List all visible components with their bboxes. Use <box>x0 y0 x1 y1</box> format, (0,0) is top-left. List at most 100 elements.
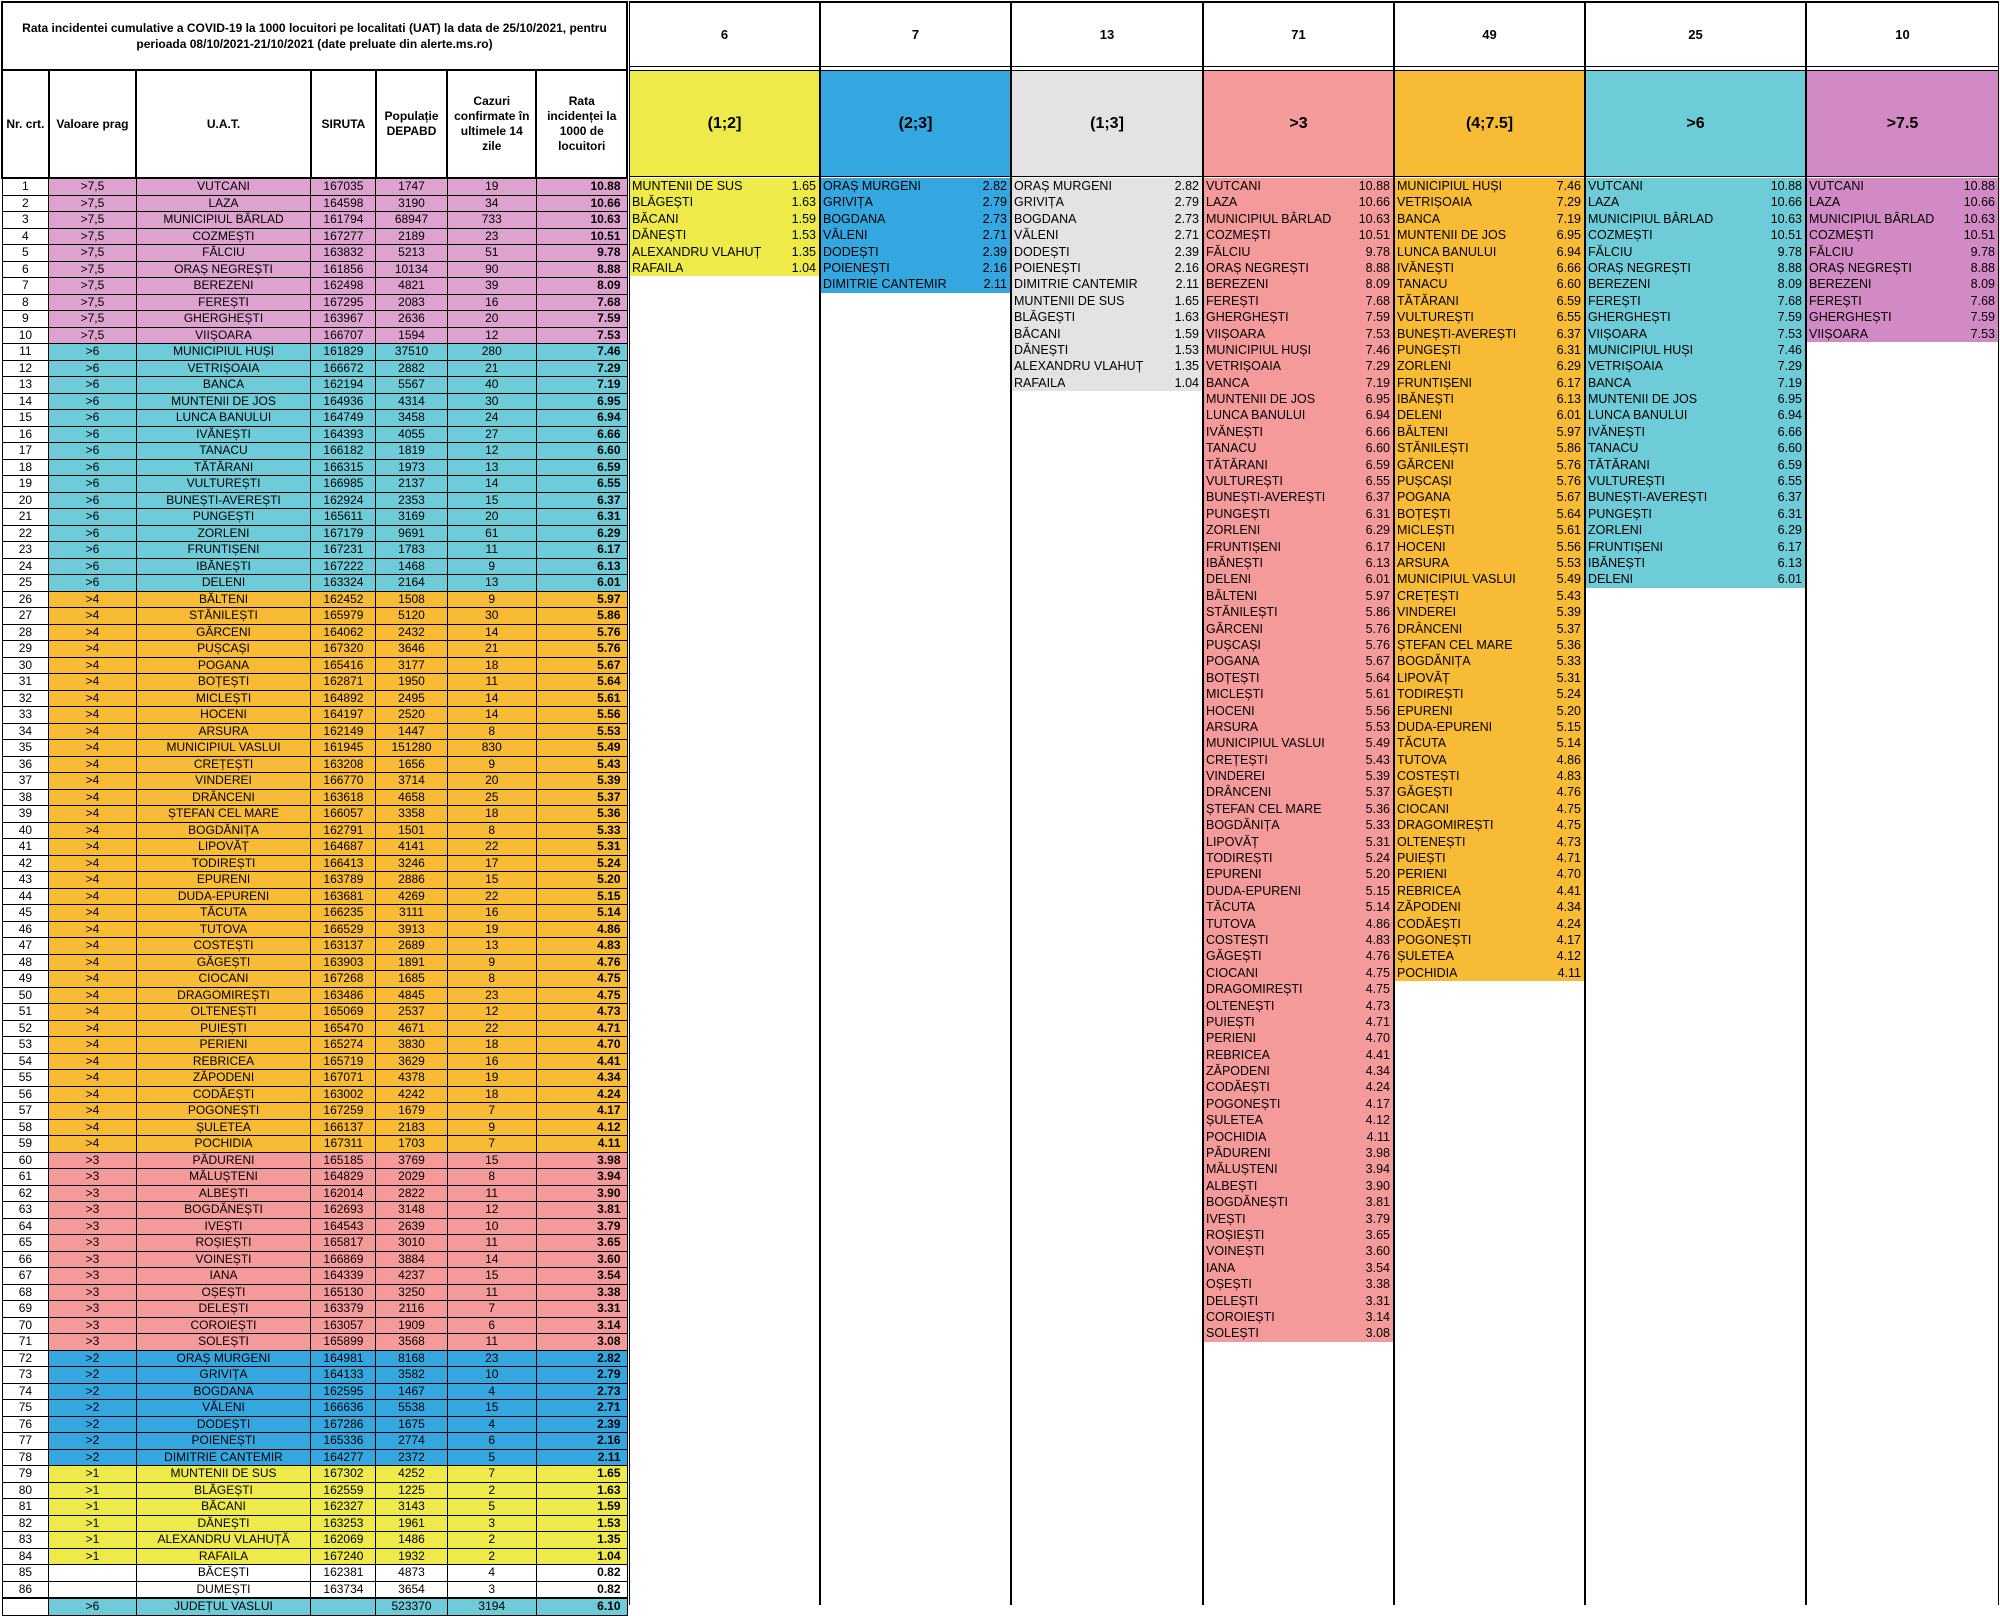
row-threshold: >4 <box>48 772 137 790</box>
list-item-rate: 4.86 <box>1556 752 1581 767</box>
row-cases: 18 <box>446 656 537 674</box>
list-item: BANCA 7.19 <box>1586 375 1805 391</box>
row-rate: 1.65 <box>535 1465 628 1483</box>
row-siruta: 167302 <box>310 1465 377 1483</box>
row-cases: 9 <box>446 953 537 971</box>
list-item: LAZA 10.66 <box>1586 194 1805 210</box>
row-rate: 4.76 <box>535 953 628 971</box>
list-item: CIOCANI 4.75 <box>1395 801 1584 817</box>
row-siruta: 167179 <box>310 524 377 542</box>
row-threshold: >3 <box>48 1283 137 1301</box>
list-item: DUDA-EPURENI 5.15 <box>1395 719 1584 735</box>
row-threshold: >4 <box>48 607 137 625</box>
row-cases: 5 <box>446 1448 537 1466</box>
row-threshold: >2 <box>48 1415 137 1433</box>
row-siruta: 164277 <box>310 1448 377 1466</box>
row-cases: 14 <box>446 1250 537 1268</box>
row-rate: 6.95 <box>535 392 628 410</box>
list-item: MUNICIPIUL HUȘI 7.46 <box>1395 178 1584 194</box>
row-threshold: >4 <box>48 1069 137 1087</box>
list-item-uat: LUNCA BANULUI <box>1397 244 1497 259</box>
row-rate: 5.97 <box>535 590 628 608</box>
row-siruta: 164543 <box>310 1217 377 1235</box>
row-rate: 5.76 <box>535 623 628 641</box>
row-rate: 6.55 <box>535 475 628 493</box>
list-item-uat: BLĂGEȘTI <box>632 195 694 210</box>
list-item: TODIREȘTI 5.24 <box>1204 850 1393 866</box>
row-nr: 86 <box>1 1580 50 1599</box>
table-row: 17 >6 TANACU 166182 1819 12 6.60 <box>1 442 628 460</box>
row-rate: 3.81 <box>535 1201 628 1219</box>
row-nr: 77 <box>1 1432 50 1450</box>
row-population: 1225 <box>375 1481 448 1499</box>
row-rate: 8.09 <box>535 277 628 295</box>
list-item-rate: 4.75 <box>1365 965 1390 980</box>
row-population: 1467 <box>375 1382 448 1400</box>
list-item: BOGDĂNEȘTI 3.81 <box>1204 1194 1393 1210</box>
list-item-uat: FĂLCIU <box>1588 244 1633 259</box>
list-item-uat: STĂNILEȘTI <box>1206 605 1278 620</box>
list-item: VUTCANI 10.88 <box>1204 178 1393 194</box>
list-item-rate: 4.73 <box>1365 998 1390 1013</box>
row-uat: ZĂPODENI <box>135 1069 312 1087</box>
row-threshold: >4 <box>48 623 137 641</box>
table-row: 30 >4 POGANA 165416 3177 18 5.67 <box>1 656 628 674</box>
list-item-uat: ARSURA <box>1206 719 1259 734</box>
list-item-rate: 2.11 <box>983 277 1007 292</box>
row-population: 4141 <box>375 838 448 856</box>
list-item: BĂLTENI 5.97 <box>1204 588 1393 604</box>
row-nr: 14 <box>1 392 50 410</box>
list-item-uat: CREȚEȘTI <box>1206 752 1268 767</box>
row-population: 4845 <box>375 986 448 1004</box>
column-list: VUTCANI 10.88 LAZA 10.66 MUNICIPIUL BÂRLAD 10… <box>1807 178 1998 342</box>
list-item-rate: 5.14 <box>1365 900 1390 915</box>
row-nr: 51 <box>1 1003 50 1021</box>
list-item: IVĂNEȘTI 6.66 <box>1586 424 1805 440</box>
list-item: CODĂEȘTI 4.24 <box>1395 916 1584 932</box>
column-band-header: (1;2] <box>630 70 819 177</box>
row-threshold: >4 <box>48 821 137 839</box>
row-rate: 5.53 <box>535 722 628 740</box>
row-siruta: 164687 <box>310 838 377 856</box>
row-nr: 37 <box>1 772 50 790</box>
row-nr: 85 <box>1 1564 50 1582</box>
list-item: BUNEȘTI-AVEREȘTI 6.37 <box>1204 489 1393 505</box>
row-population: 3169 <box>375 508 448 526</box>
list-item-uat: VĂLENI <box>823 228 868 243</box>
row-nr: 6 <box>1 260 50 278</box>
row-uat: VULTUREȘTI <box>135 475 312 493</box>
list-item-rate: 2.82 <box>982 179 1007 193</box>
row-cases: 10 <box>446 1366 537 1384</box>
row-threshold: >3 <box>48 1184 137 1202</box>
row-nr: 36 <box>1 755 50 773</box>
row-cases: 27 <box>446 425 537 443</box>
row-uat: COSTEȘTI <box>135 937 312 955</box>
list-item-uat: MUNICIPIUL BÂRLAD <box>1588 211 1714 226</box>
table-row: 18 >6 TĂTĂRANI 166315 1973 13 6.59 <box>1 458 628 476</box>
list-item-rate: 5.24 <box>1365 851 1390 866</box>
row-nr: 66 <box>1 1250 50 1268</box>
row-uat: VINDEREI <box>135 772 312 790</box>
list-item-rate: 5.33 <box>1556 654 1581 669</box>
row-rate: 2.71 <box>535 1399 628 1417</box>
list-item: STĂNILEȘTI 5.86 <box>1204 604 1393 620</box>
row-population: 1468 <box>375 557 448 575</box>
row-cases: 2 <box>446 1481 537 1499</box>
table-row: 40 >4 BOGDĂNIȚA 162791 1501 8 5.33 <box>1 821 628 839</box>
row-population: 2520 <box>375 706 448 724</box>
list-item-rate: 8.88 <box>1970 260 1995 275</box>
list-item-uat: HOCENI <box>1206 703 1255 718</box>
list-item-rate: 7.19 <box>1556 211 1581 226</box>
list-item-uat: BOGDANA <box>823 211 886 226</box>
list-item-uat: POIENEȘTI <box>823 260 890 275</box>
row-threshold: >4 <box>48 755 137 773</box>
list-item-rate: 5.14 <box>1556 736 1581 751</box>
row-rate: 5.86 <box>535 607 628 625</box>
row-threshold: >6 <box>48 458 137 476</box>
list-item-uat: BĂCANI <box>632 211 679 226</box>
row-nr: 68 <box>1 1283 50 1301</box>
row-uat: IVĂNEȘTI <box>135 425 312 443</box>
row-threshold: >4 <box>48 838 137 856</box>
row-rate: 1.53 <box>535 1514 628 1532</box>
row-siruta: 166672 <box>310 359 377 377</box>
